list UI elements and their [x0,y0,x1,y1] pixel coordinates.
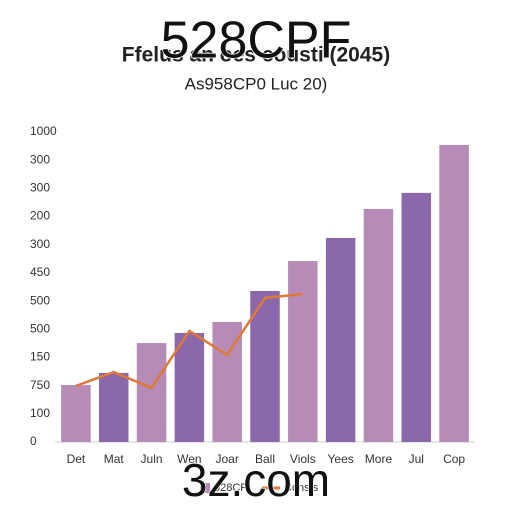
bar [325,237,356,442]
y-tick-label: 1000 [30,124,57,138]
x-tick-label: More [365,452,393,466]
bar [401,192,432,442]
bar [136,343,167,442]
bar [250,290,280,442]
legend-label: Consts [284,482,319,494]
y-tick-label: 450 [30,265,50,279]
y-tick-label: 300 [30,237,50,251]
y-tick-label: 200 [30,209,50,223]
y-tick-label: 500 [30,293,50,307]
bar [98,372,129,442]
legend-label: 528CP [214,482,248,494]
chart-subtitle: As958CP0 Luc 20) [185,74,328,93]
bar [61,385,91,442]
watermark: 528CPF [161,12,352,70]
x-tick-label: Jul [409,452,424,466]
y-tick-label: 750 [30,378,50,392]
x-tick-label: Juln [141,452,163,466]
y-tick-label: 300 [30,152,50,166]
x-tick-label: Ball [255,452,275,466]
y-tick-label: 500 [30,321,50,335]
bar [363,208,394,442]
y-tick-label: 300 [30,181,50,195]
x-tick-label: Viols [290,452,316,466]
y-tick-label: 0 [30,434,37,448]
x-tick-label: Mat [104,452,125,466]
line [75,292,303,390]
x-tick-label: Yees [328,452,354,466]
watermark: 3z.com [182,454,330,506]
x-tick-label: Joar [216,452,239,466]
x-tick-label: Wen [177,452,201,466]
x-tick-label: Cop [443,452,465,466]
bar [439,144,469,443]
y-tick-label: 100 [30,406,50,420]
bar [174,332,205,442]
x-tick-label: Det [67,452,86,466]
bar [288,261,318,442]
y-tick-label: 150 [30,350,50,364]
chart-title: Ffelus an oes cousti (2045) [122,44,390,67]
legend-swatch [200,483,210,493]
